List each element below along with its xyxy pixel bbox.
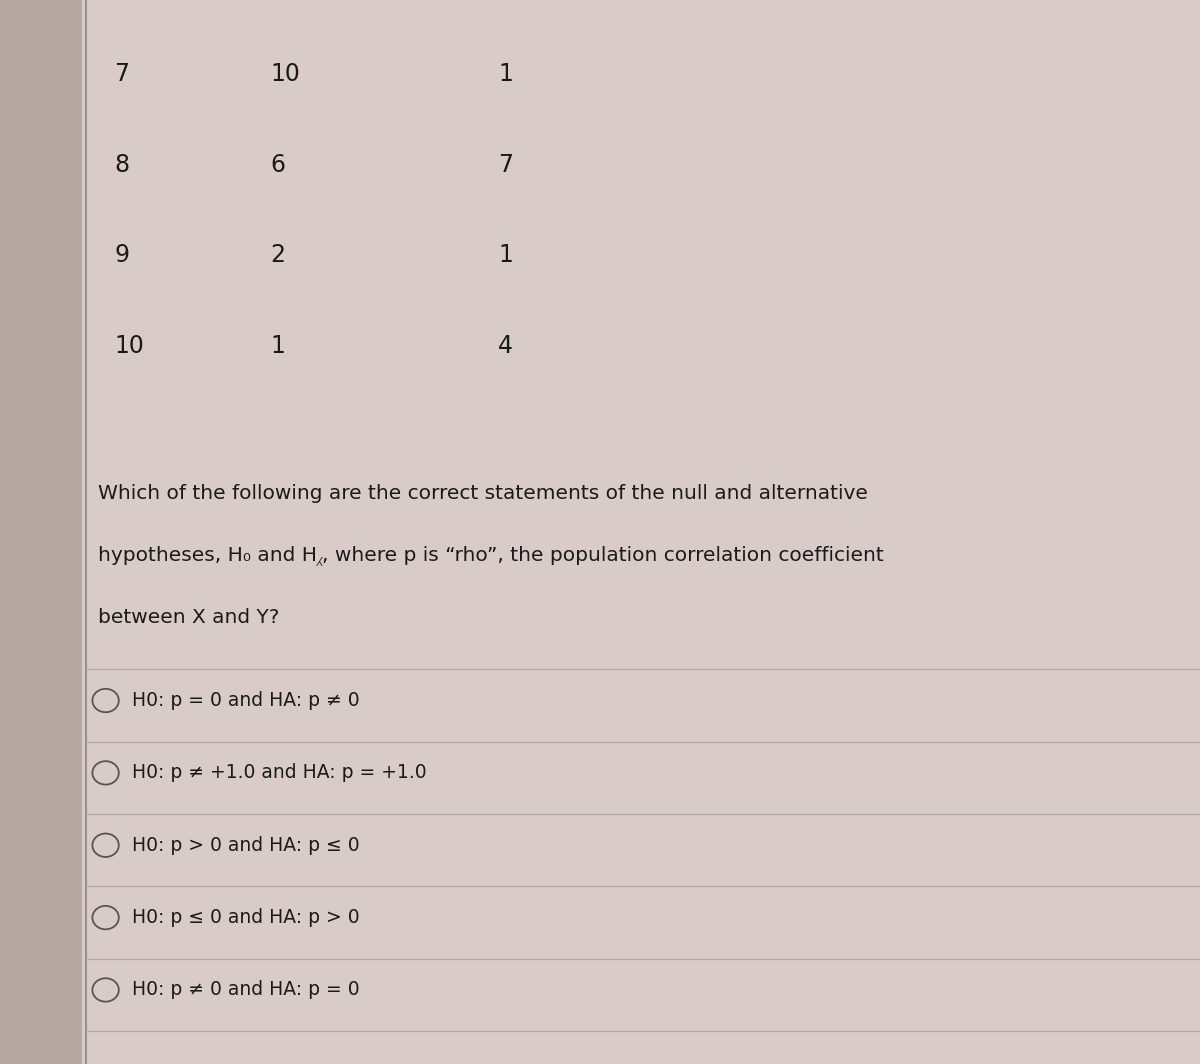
Text: H0: p ≤ 0 and HA: p > 0: H0: p ≤ 0 and HA: p > 0 — [132, 908, 360, 927]
Text: Which of the following are the correct statements of the null and alternative: Which of the following are the correct s… — [98, 484, 869, 503]
Text: H0: p = 0 and HA: p ≠ 0: H0: p = 0 and HA: p ≠ 0 — [132, 691, 360, 710]
Text: 10: 10 — [114, 334, 144, 358]
Text: 1: 1 — [498, 244, 512, 267]
Text: 2: 2 — [270, 244, 286, 267]
Text: 8: 8 — [114, 153, 130, 177]
Text: 1: 1 — [270, 334, 284, 358]
Text: H0: p ≠ +1.0 and HA: p = +1.0: H0: p ≠ +1.0 and HA: p = +1.0 — [132, 763, 427, 782]
FancyBboxPatch shape — [0, 0, 82, 1064]
Text: between X and Y?: between X and Y? — [98, 608, 280, 627]
Text: H0: p ≠ 0 and HA: p = 0: H0: p ≠ 0 and HA: p = 0 — [132, 980, 360, 999]
Text: 6: 6 — [270, 153, 286, 177]
Text: 1: 1 — [498, 63, 512, 86]
Text: 10: 10 — [270, 63, 300, 86]
Text: hypotheses, H₀ and H⁁, where p is “rho”, the population correlation coefficient: hypotheses, H₀ and H⁁, where p is “rho”,… — [98, 546, 884, 566]
Text: 9: 9 — [114, 244, 130, 267]
Text: 4: 4 — [498, 334, 514, 358]
Text: 7: 7 — [114, 63, 130, 86]
Text: H0: p > 0 and HA: p ≤ 0: H0: p > 0 and HA: p ≤ 0 — [132, 835, 360, 854]
Text: 7: 7 — [498, 153, 514, 177]
